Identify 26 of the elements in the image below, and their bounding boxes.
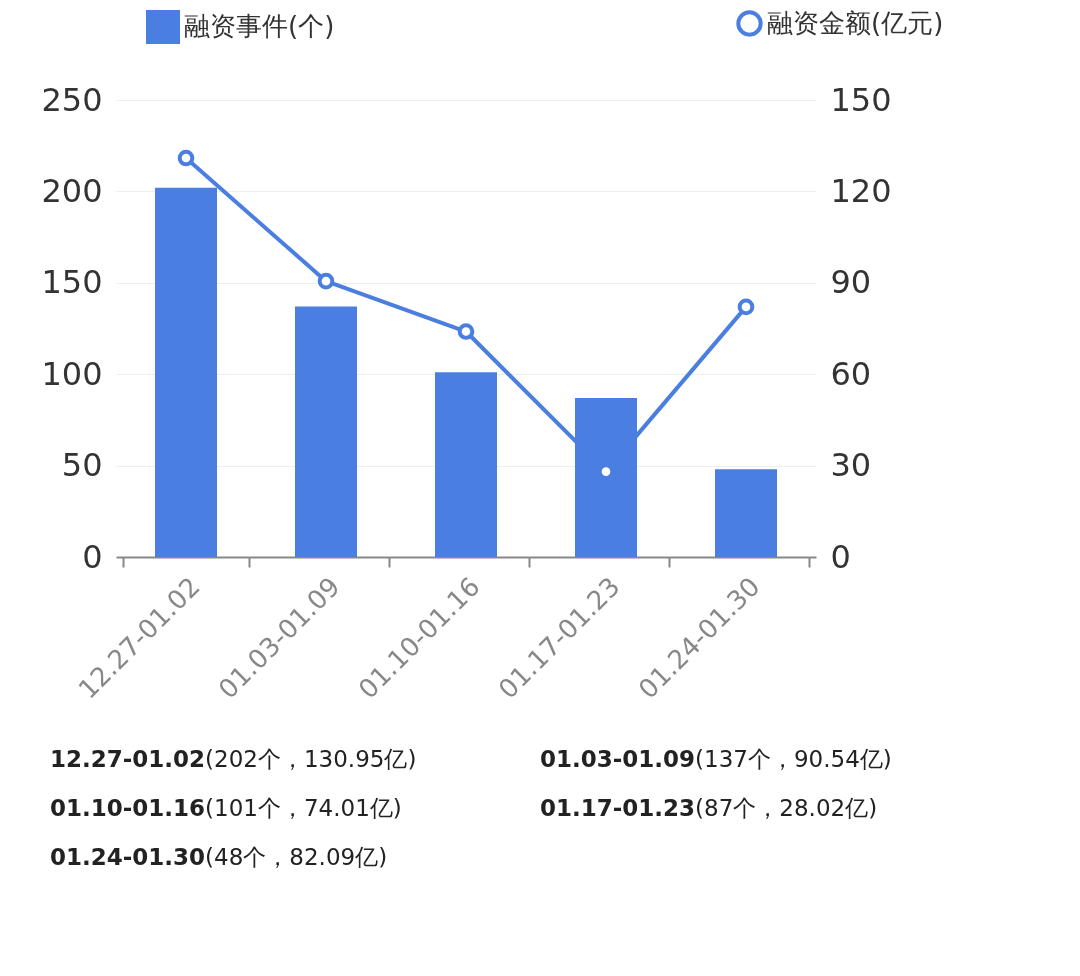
bar [715, 469, 777, 557]
y-tick-label: 50 [61, 446, 103, 485]
y-tick-label: 0 [82, 537, 103, 576]
point [317, 272, 335, 290]
y-tick-label: 100 [41, 354, 103, 393]
text: 01.10-01.16(101个，74.01亿) [50, 794, 403, 823]
y2-tick-label: 30 [830, 446, 872, 485]
legend-label: 融资金额(亿元) [767, 7, 944, 38]
point [457, 323, 475, 340]
y-tick-label: 250 [41, 80, 103, 119]
text: 01.03-01.09(137个，90.54亿) [540, 745, 893, 774]
y2-tick-label: 90 [830, 263, 872, 302]
y2-tick-label: 0 [830, 537, 851, 576]
point [737, 298, 755, 316]
text: 01.24-01.30(48个，82.09亿) [50, 843, 389, 872]
text: 12.27-01.02(202个，130.95亿) [50, 745, 418, 774]
bar [435, 372, 497, 557]
y2-tick-label: 60 [830, 354, 872, 393]
y-tick-label: 150 [41, 263, 103, 302]
y2-tick-label: 150 [830, 80, 892, 119]
y-tick-label: 200 [41, 171, 103, 210]
text: 01.17-01.23(87个，28.02亿) [540, 794, 879, 823]
legend-label: 融资事件(个) [184, 11, 335, 41]
point [177, 149, 195, 167]
bar [295, 306, 357, 557]
y2-tick-label: 120 [830, 171, 892, 210]
